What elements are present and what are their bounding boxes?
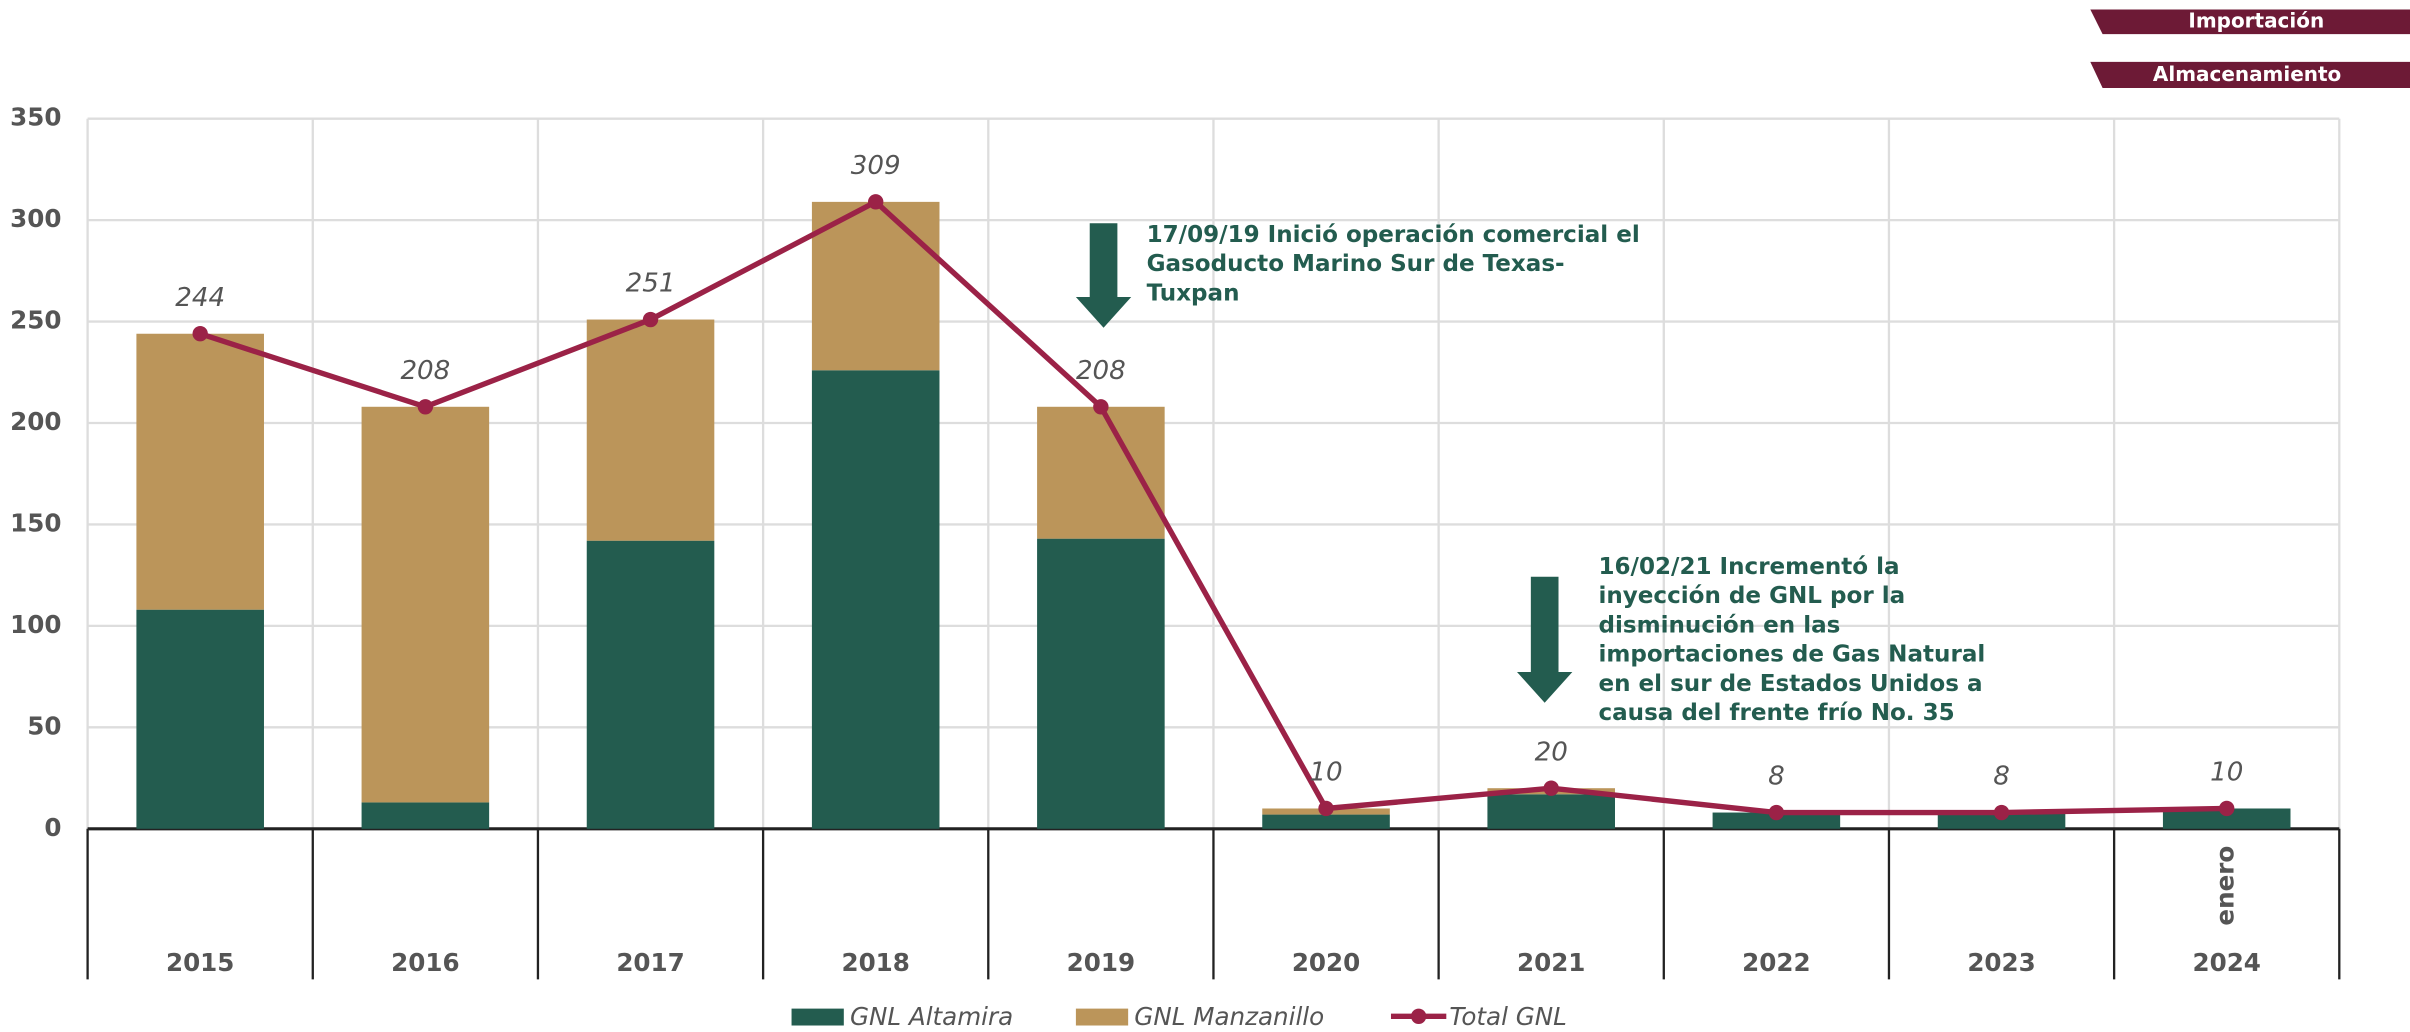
button[interactable]: Almacenamiento bbox=[2090, 61, 2410, 88]
y-tick-label: 0 bbox=[44, 813, 61, 842]
point bbox=[417, 399, 434, 415]
bar bbox=[361, 406, 490, 803]
point bbox=[1318, 800, 1334, 817]
legend-swatch bbox=[791, 1008, 844, 1026]
point bbox=[192, 326, 208, 342]
x-tick-label: 2016 bbox=[391, 948, 459, 977]
bar bbox=[1937, 812, 2066, 829]
y-tick-label: 350 bbox=[10, 103, 61, 132]
y-tick-label: 200 bbox=[10, 407, 61, 436]
bar bbox=[136, 609, 264, 829]
point bbox=[2219, 800, 2235, 817]
annotation: en el sur de Estados Unidos a bbox=[1598, 671, 1982, 697]
legend-label: Total GNL bbox=[1449, 1002, 1566, 1031]
x-tick-label: 2023 bbox=[1967, 948, 2035, 977]
y-tick-label: 50 bbox=[27, 711, 61, 740]
y-tick-label: 100 bbox=[10, 610, 61, 639]
value-label: 10 bbox=[1309, 758, 1342, 788]
value-label: 208 bbox=[400, 356, 450, 386]
x-tick-label: 2021 bbox=[1517, 948, 1585, 977]
annotation: inyección de GNL por la bbox=[1598, 583, 1905, 609]
value-label: 208 bbox=[1076, 356, 1126, 386]
arrow bbox=[1517, 576, 1573, 703]
value-label: 251 bbox=[626, 269, 676, 299]
value-label: 8 bbox=[1768, 762, 1785, 792]
bar bbox=[1037, 406, 1165, 539]
x-tick-note: enero bbox=[2211, 846, 2240, 926]
annotation: Gasoducto Marino Sur de Texas- bbox=[1147, 251, 1565, 277]
point bbox=[1093, 399, 1109, 415]
y-tick-label: 300 bbox=[10, 204, 61, 233]
bar bbox=[1487, 794, 1615, 829]
legend-marker bbox=[1410, 1008, 1427, 1024]
line bbox=[199, 198, 2227, 816]
annotation: importaciones de Gas Natural bbox=[1598, 642, 1985, 668]
legend-label: GNL Manzanillo bbox=[1134, 1002, 1324, 1031]
bar bbox=[811, 370, 940, 829]
point bbox=[642, 311, 659, 328]
x-tick-label: 2020 bbox=[1292, 948, 1360, 977]
button-label[interactable]: Almacenamiento bbox=[2153, 62, 2341, 86]
x-tick-label: 2017 bbox=[616, 948, 684, 977]
bar bbox=[136, 333, 264, 610]
point bbox=[1543, 780, 1559, 796]
point bbox=[1993, 804, 2010, 821]
point bbox=[868, 194, 884, 210]
x-tick-label: 2015 bbox=[166, 948, 234, 977]
value-label: 244 bbox=[175, 283, 225, 313]
point bbox=[1768, 804, 1785, 821]
x-tick-label: 2019 bbox=[1067, 948, 1135, 977]
bar bbox=[361, 802, 490, 829]
button[interactable]: Importación bbox=[2090, 8, 2410, 35]
arrow bbox=[1075, 223, 1132, 328]
value-label: 10 bbox=[2210, 758, 2243, 788]
bar bbox=[1262, 814, 1390, 829]
bar bbox=[586, 540, 715, 829]
annotation: 17/09/19 Inició operación comercial el bbox=[1147, 222, 1640, 248]
annotation: 16/02/21 Incrementó la bbox=[1598, 554, 1899, 580]
bar bbox=[811, 201, 940, 371]
value-label: 20 bbox=[1535, 737, 1568, 767]
bar bbox=[1037, 538, 1165, 829]
x-tick-label: 2024 bbox=[2193, 948, 2261, 977]
bar bbox=[1712, 812, 1841, 829]
bar bbox=[586, 319, 715, 541]
button-label[interactable]: Importación bbox=[2188, 8, 2324, 32]
y-tick-label: 250 bbox=[10, 306, 61, 335]
legend-label: GNL Altamira bbox=[850, 1002, 1013, 1031]
annotation: disminución en las bbox=[1598, 612, 1840, 638]
annotation: Tuxpan bbox=[1147, 280, 1240, 306]
bar bbox=[2162, 808, 2291, 829]
value-label: 309 bbox=[851, 151, 901, 181]
legend-swatch bbox=[1075, 1008, 1129, 1026]
x-tick-label: 2022 bbox=[1742, 948, 1810, 977]
value-label: 8 bbox=[1993, 762, 2010, 792]
x-tick-label: 2018 bbox=[841, 948, 909, 977]
y-tick-label: 150 bbox=[10, 508, 61, 537]
annotation: causa del frente frío No. 35 bbox=[1598, 700, 1954, 726]
